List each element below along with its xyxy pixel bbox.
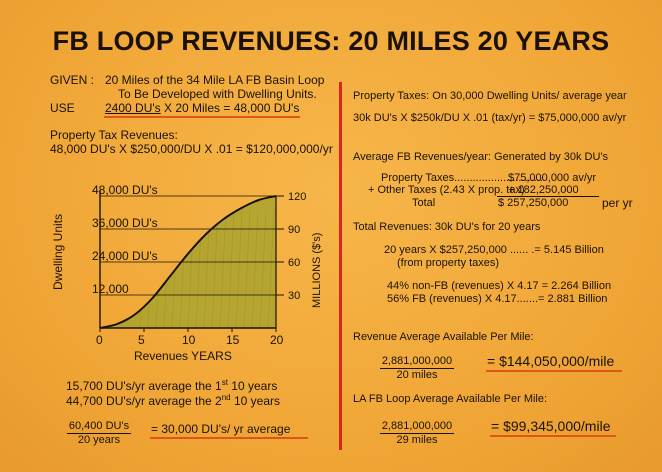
du-area-hatch [219,209,227,328]
final-fraction: 60,400 DU's 20 years [60,420,138,447]
du-area-hatch [300,210,306,328]
avg-heading: Average FB Revenues/year: Generated by 3… [353,151,609,163]
du-area-hatch [235,209,243,328]
final-numerator: 60,400 DU's [66,420,132,434]
du-chart: 12,000 24,000 DU's 36,000 DU's 48,000 DU's 3… [51,180,336,365]
avg-second-10-tail: 10 years [230,394,280,408]
fb-line: 56% FB (revenues) X 4.17.......= 2.881 B… [387,293,608,305]
rev-heading: Revenue Average Available Per Mile: [353,331,534,343]
page-title: FB LOOP REVENUES: 20 MILES 20 YEARS [52,26,610,56]
ptr-formula: 48,000 DU's X $250,000/DU X .01 = $120,0… [50,142,333,156]
final-highlight-underline [150,437,308,439]
x-tick-label: 0 [96,333,103,347]
avg-first-10-tail: 10 years [227,379,278,393]
avg-first-10: 15,700 DU's/yr average the 1st 10 years [66,376,277,393]
la-highlight-underline [490,435,616,437]
row2-label: + Other Taxes (2.43 X prop. tax) [368,184,525,196]
given-line-1: 20 Miles of the 34 Mile LA FB Basin Loop [105,73,325,87]
du-chart-svg: 12,000 24,000 DU's 36,000 DU's 48,000 DU's 3… [51,183,323,363]
row3-unit: per yr [602,196,633,210]
y-axis-label: Dwelling Units [51,214,65,290]
row3-value: $ 257,250,000 [498,197,569,209]
du-area-hatch [275,209,276,328]
x-axis-label: Revenues YEARS [134,349,232,363]
x-tick-label: 10 [182,333,196,347]
y2-tick-label: 90 [288,224,300,236]
total-heading: Total Revenues: 30k DU's for 20 years [353,221,541,233]
rev-numerator: 2,881,000,000 [379,355,455,369]
row2-value: + 182,250,000 [508,184,579,196]
given-line-2: To Be Developed with Dwelling Units. [118,87,317,101]
y2-axis-label: MILLIONS ($'s) [311,233,323,308]
pt-heading: Property Taxes: On 30,000 Dwelling Units… [353,90,627,102]
sum-rule [497,196,599,197]
use-formula-rest: X 20 Miles = 48,000 DU's [160,101,300,115]
row3-label: Total [412,197,436,209]
column-divider [339,82,342,450]
use-du-count: 2400 DU's [105,101,161,115]
avg-second-10-text: 44,700 DU's/yr average the 2 [66,394,222,408]
x-tick-label: 15 [226,333,240,347]
avg-second-10: 44,700 DU's/yr average the 2nd 10 years [66,391,280,408]
final-result: = 30,000 DU's/ yr average [151,422,291,436]
du-area-hatch [227,209,235,328]
avg-second-10-sup: nd [221,393,231,402]
y2-tick-label: 60 [288,257,300,269]
y2-tick-label: 30 [288,290,300,302]
du-area-hatch [259,209,267,328]
row1-label: Property Taxes..........................… [381,172,543,184]
du-y-tick-label: 48,000 DU's [92,183,158,197]
la-fraction: 2,881,000,000 29 miles [374,420,460,447]
rev-denominator: 20 miles [396,369,438,381]
total-line-2: (from property taxes) [397,257,500,269]
la-heading: LA FB Loop Average Available Per Mile: [353,393,548,405]
pt-formula: 30k DU's X $250k/DU X .01 (tax/yr) = $75… [353,112,627,124]
total-line-1: 20 years X $257,250,000 ...... .= 5.145 … [384,244,604,256]
given-label: GIVEN : [50,73,95,87]
ptr-heading: Property Tax Revenues: [50,128,178,142]
use-label: USE [50,101,75,115]
du-area-hatch [243,209,251,328]
du-series-line [99,195,277,329]
du-y-tick-label: 12,000 [92,282,129,296]
rev-result: = $144,050,000/mile [487,353,615,369]
avg-first-10-sup: st [221,378,228,387]
du-y-tick-label: 36,000 DU's [92,216,158,230]
rev-highlight-underline [486,370,622,372]
rev-fraction: 2,881,000,000 20 miles [374,355,460,382]
use-highlight-underline [104,116,300,118]
final-denominator: 20 years [77,434,121,446]
x-tick-label: 5 [138,333,145,347]
du-area-hatch [267,209,275,328]
du-y-tick-label: 24,000 DU's [92,249,158,263]
y2-tick-label: 120 [288,191,306,203]
la-numerator: 2,881,000,000 [379,420,455,434]
avg-first-10-text: 15,700 DU's/yr average the 1 [66,379,222,393]
nonfb-line: 44% non-FB (revenues) X 4.17 = 2.264 Bil… [387,280,612,292]
x-tick-label: 20 [270,333,284,347]
la-denominator: 29 miles [396,434,438,446]
row1-value: $75,000,000 av/yr [508,172,597,184]
du-area-hatch [251,209,259,328]
la-result: = $99,345,000/mile [491,418,611,434]
use-formula: 2400 DU's X 20 Miles = 48,000 DU's [105,101,299,115]
du-area-hatch [211,209,219,328]
